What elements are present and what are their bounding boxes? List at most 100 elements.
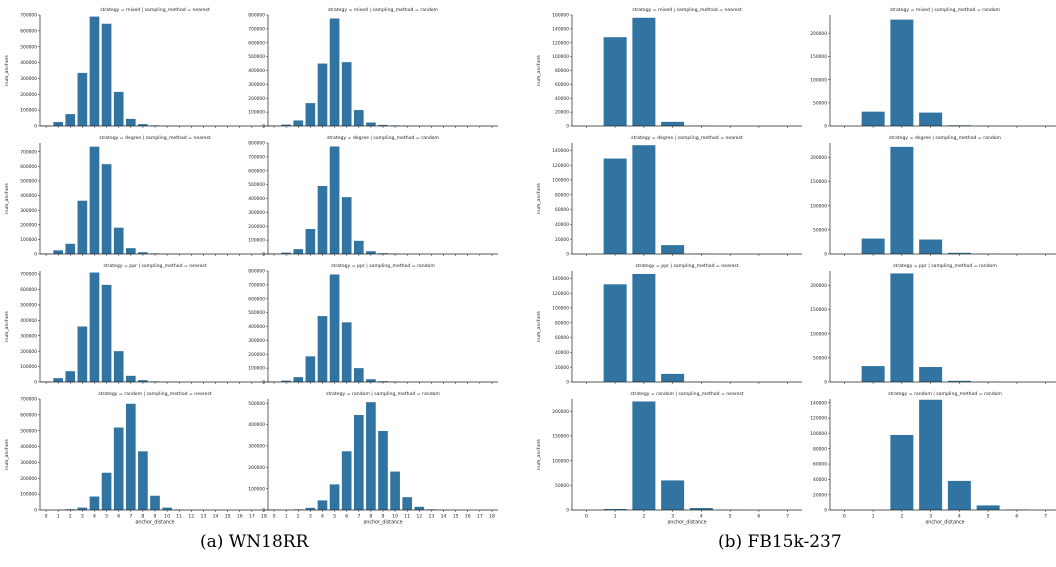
panel-6-bar-7 [353, 240, 364, 254]
panel-9-bar-4 [89, 272, 100, 382]
panel-12-ytick-label: 150000 [810, 307, 827, 313]
panel-11-bar-1 [603, 284, 627, 382]
panel-14-ytick-label: 200000 [248, 465, 265, 471]
panel-13-bar-10 [162, 507, 172, 510]
panel-2-bar-2 [293, 120, 304, 126]
panel-11-ytick-label: 140000 [552, 276, 569, 282]
panel-10-ytick-label: 100000 [248, 366, 265, 372]
panel-13-bar-3 [77, 507, 88, 510]
panel-10-title: strategy = ppr | sampling_method = rando… [331, 263, 435, 269]
panel-12-bar-2 [890, 273, 914, 382]
panel-6-bar-4 [317, 186, 328, 254]
panel-15-xtick-label: 7 [786, 514, 789, 520]
panel-14-xtick-label: 2 [297, 514, 300, 520]
panel-7-ytick-label: 60000 [555, 207, 569, 213]
panel-16-xtick-label: 2 [900, 514, 903, 520]
panel-15-ytick-label: 200000 [552, 409, 569, 415]
panel-2-ytick-label: 100000 [248, 110, 265, 116]
panel-13-xtick-label: 11 [176, 514, 182, 520]
panel-14-xtick-label: 1 [285, 514, 288, 520]
panel-15-ytick-label: 50000 [555, 483, 569, 489]
panel-10-bar-3 [305, 356, 316, 382]
panel-7-ytick-label: 120000 [552, 163, 569, 169]
panel-15-xtick-label: 3 [671, 514, 674, 520]
panel-4-bar-3 [919, 112, 943, 126]
panel-13-xlabel: anchor_distance [135, 520, 174, 526]
panel-15-xtick-label: 1 [614, 514, 617, 520]
panel-9-ytick-label: 300000 [20, 333, 37, 339]
panel-14-xtick-label: 11 [404, 514, 410, 520]
panel-1-title: strategy = mixed | sampling_method = nea… [100, 7, 210, 13]
panel-15-title: strategy = random | sampling_method = ne… [630, 391, 744, 397]
panel-16-ytick-label: 80000 [813, 446, 827, 452]
panel-13-xtick-label: 5 [105, 514, 108, 520]
panel-2-bar-5 [329, 18, 340, 126]
panel-9-bar-7 [125, 375, 136, 382]
panel-12-bar-1 [861, 366, 885, 382]
panel-6-ytick-label: 500000 [248, 182, 265, 188]
panel-6-bar-1 [281, 252, 291, 254]
panel-10-bar-5 [329, 274, 340, 382]
panel-13-ytick-label: 600000 [20, 412, 37, 418]
panel-1-bar-8 [138, 124, 148, 126]
panel-15-xtick-label: 6 [757, 514, 760, 520]
panel-8-bar-3 [919, 239, 943, 254]
panel-3-ytick-label: 120000 [552, 40, 569, 46]
panel-13-bar-2 [65, 509, 76, 510]
panel-9-ytick-label: 700000 [20, 272, 37, 278]
panel-4-ytick-label: 150000 [810, 54, 827, 60]
panel-5-bar-5 [101, 164, 112, 254]
panel-16-xtick-label: 0 [843, 514, 846, 520]
panel-14-xtick-label: 12 [416, 514, 422, 520]
panel-6-ytick-label: 200000 [248, 224, 265, 230]
panel-6-bar-8 [366, 251, 376, 254]
panel-13-xtick-label: 15 [225, 514, 231, 520]
panel-3-ylabel: num_anchors [536, 54, 542, 85]
panel-12-bar-4 [947, 380, 971, 382]
panel-3-ytick-label: 100000 [552, 54, 569, 60]
panel-14-xtick-label: 10 [392, 514, 398, 520]
panel-1-ytick-label: 400000 [20, 60, 37, 66]
panel-15-ylabel: num_anchors [536, 438, 542, 469]
panel-11-ytick-label: 20000 [555, 365, 569, 371]
panel-7-bar-3 [661, 245, 685, 254]
panel-13-ytick-label: 300000 [20, 460, 37, 466]
panel-2-ytick-label: 400000 [248, 68, 265, 74]
panel-15-bar-2 [632, 401, 656, 510]
panel-14-bar-9 [378, 431, 388, 510]
panel-6-bar-6 [341, 197, 352, 254]
panel-13-xtick-label: 13 [200, 514, 206, 520]
panel-2-bar-3 [305, 103, 316, 126]
panel-8-ytick-label: 150000 [810, 179, 827, 185]
panel-14-xtick-label: 18 [489, 514, 495, 520]
panel-16-ytick-label: 120000 [810, 416, 827, 422]
panel-9-ytick-label: 200000 [20, 349, 37, 355]
panel-1-bar-1 [53, 122, 63, 126]
panel-10-ytick-label: 200000 [248, 352, 265, 358]
caption-fb15k-237: (b) FB15k-237 [718, 532, 842, 552]
panel-7-title: strategy = degree | sampling_method = ne… [631, 135, 743, 141]
panel-14-xtick-label: 17 [477, 514, 483, 520]
panel-9-title: strategy = ppr | sampling_method = neare… [103, 263, 206, 269]
panel-9-bar-6 [113, 351, 124, 382]
panel-3-ytick-label: 80000 [555, 68, 569, 74]
panel-4-bar-2 [890, 19, 914, 126]
panel-3-title: strategy = mixed | sampling_method = nea… [632, 7, 742, 13]
panel-2-bar-8 [366, 122, 376, 126]
panel-16-title: strategy = random | sampling_method = ra… [888, 391, 1002, 397]
panel-9-ytick-label: 400000 [20, 318, 37, 324]
panel-5-ytick-label: 0 [34, 252, 37, 258]
panel-14-bar-4 [317, 500, 328, 510]
panel-13-ytick-label: 0 [34, 508, 37, 514]
panel-10-ytick-label: 600000 [248, 296, 265, 302]
panel-12-bar-3 [919, 367, 943, 382]
panel-13-xtick-label: 17 [249, 514, 255, 520]
panel-8-bar-2 [890, 146, 914, 254]
panel-4-ytick-label: 50000 [813, 100, 827, 106]
panel-9-ylabel: num_anchors [4, 310, 10, 341]
panel-5-title: strategy = degree | sampling_method = ne… [99, 135, 211, 141]
panel-15-xtick-label: 0 [585, 514, 588, 520]
panel-14-bar-3 [305, 507, 316, 510]
panel-16-xtick-label: 5 [987, 514, 990, 520]
panel-2-title: strategy = mixed | sampling_method = ran… [328, 7, 439, 13]
